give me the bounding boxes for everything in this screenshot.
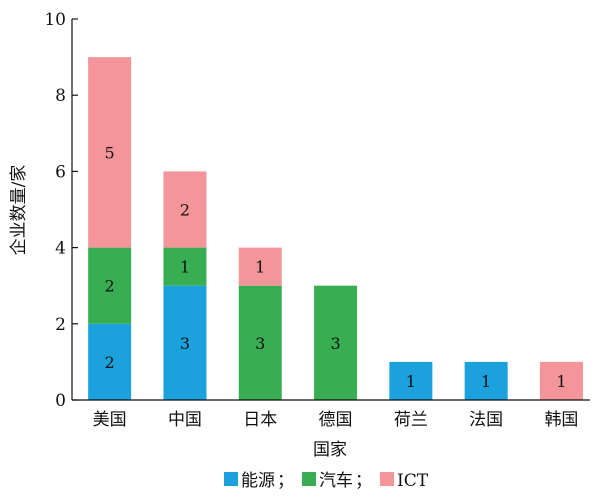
bar-segment [389,361,433,400]
legend-swatch [224,472,238,486]
legend-label: ICT [397,471,429,491]
x-axis-title: 国家 [313,440,347,460]
legend: 能源；汽车； ICT [224,471,429,491]
x-tick-label: 德国 [319,410,353,430]
bar-segment [88,323,132,400]
x-tick-label: 中国 [168,410,202,430]
x-tick-label: 韩国 [544,410,578,430]
bar-value-label: 3 [255,334,265,353]
bar-segment [88,247,132,324]
bar-segment [314,285,358,400]
bar-value-label: 2 [105,277,115,296]
x-tick-label: 法国 [469,410,503,430]
bar-segment [238,247,282,286]
bar-value-label: 1 [180,258,190,277]
bar-value-label: 1 [556,372,566,391]
bar-segment [163,171,207,248]
y-ticks: 0 2 4 6 8 10 [44,10,78,411]
legend-separator: ； [355,471,372,491]
bar-segment [238,285,282,400]
y-axis-title: 企业数量/家 [9,165,29,256]
bar-segment [464,361,508,400]
bars-layer: 2 2 5 3 1 2 3 1 3 1 1 1 [88,57,583,400]
bar-segment [163,285,207,400]
bar-segment [539,361,583,400]
legend-label: 能源 [241,471,275,491]
legend-label: 汽车 [319,471,353,491]
y-tick-label: 6 [55,162,66,182]
bar-value-label: 2 [180,201,190,220]
y-tick-label: 10 [44,10,66,30]
y-tick-label: 8 [55,86,66,106]
bar-value-label: 5 [105,143,115,162]
y-tick-label: 4 [55,239,66,259]
axes-layer [71,19,590,401]
legend-separator: ； [277,471,294,491]
bar-value-label: 1 [406,372,416,391]
bar-segment [163,247,207,286]
bar-value-label: 3 [330,334,340,353]
x-ticks: 美国 中国 日本 德国 荷兰 法国 韩国 [93,410,579,430]
legend-swatch [380,472,394,486]
bar-value-label: 1 [255,258,265,277]
bar-value-label: 3 [180,334,190,353]
x-tick-label: 日本 [243,410,277,430]
x-tick-label: 美国 [93,410,127,430]
bar-value-label: 1 [481,372,491,391]
legend-swatch [302,472,316,486]
y-tick-label: 2 [55,315,66,335]
y-tick-label: 0 [55,391,66,411]
bar-value-label: 2 [105,353,115,372]
x-tick-label: 荷兰 [394,410,428,430]
bar-segment [88,57,132,248]
